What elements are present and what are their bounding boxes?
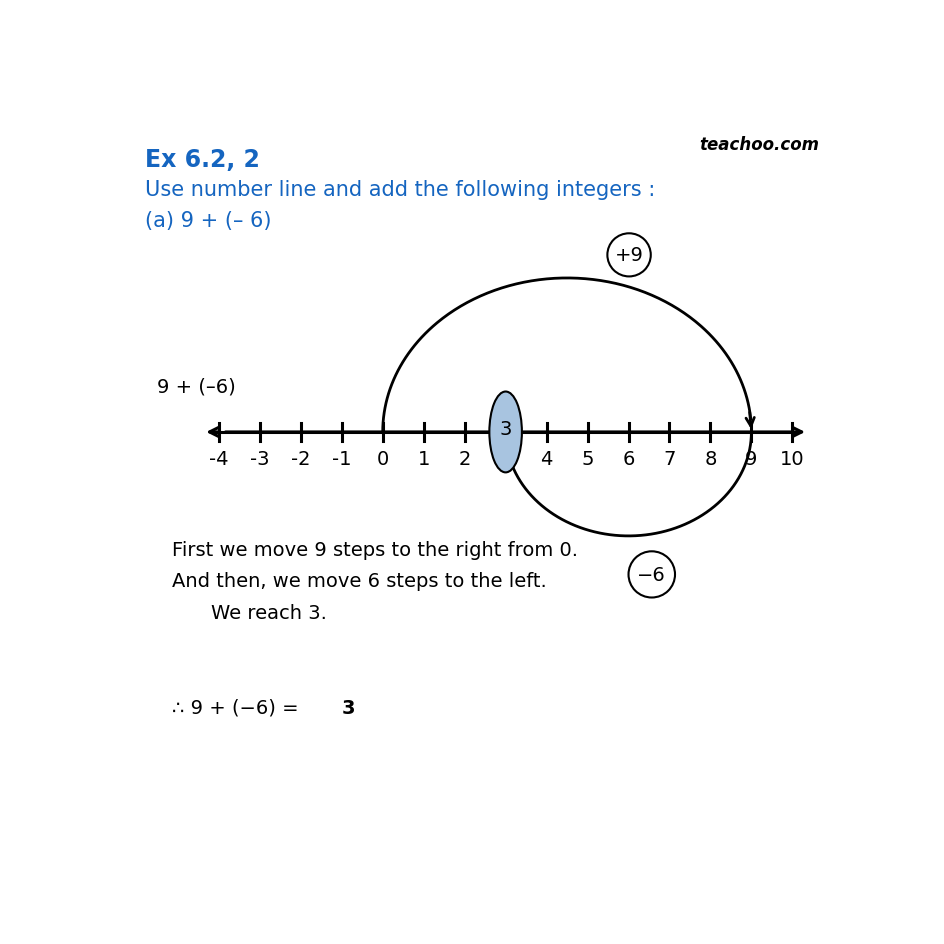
Text: 8: 8: [703, 449, 716, 468]
Text: -1: -1: [331, 449, 351, 468]
Text: +9: +9: [614, 246, 643, 265]
Text: 6: 6: [622, 449, 634, 468]
Text: First we move 9 steps to the right from 0.: First we move 9 steps to the right from …: [172, 540, 578, 559]
Text: 1: 1: [417, 449, 430, 468]
Ellipse shape: [489, 392, 521, 473]
Text: 9 + (–6): 9 + (–6): [157, 377, 235, 396]
Text: Use number line and add the following integers :: Use number line and add the following in…: [145, 180, 655, 200]
Text: 3: 3: [341, 698, 354, 716]
Text: teachoo.com: teachoo.com: [699, 136, 818, 154]
Text: (a) 9 + (– 6): (a) 9 + (– 6): [145, 211, 272, 231]
Text: And then, we move 6 steps to the left.: And then, we move 6 steps to the left.: [172, 571, 547, 590]
Text: -2: -2: [291, 449, 311, 468]
Text: 7: 7: [663, 449, 675, 468]
Text: -3: -3: [250, 449, 269, 468]
Text: ∴ 9 + (−6) =: ∴ 9 + (−6) =: [172, 698, 305, 716]
Text: -4: -4: [209, 449, 228, 468]
Text: −6: −6: [636, 565, 666, 584]
Text: 10: 10: [779, 449, 804, 468]
Text: 0: 0: [377, 449, 388, 468]
Text: 9: 9: [745, 449, 757, 468]
Text: We reach 3.: We reach 3.: [211, 603, 327, 622]
Text: 4: 4: [540, 449, 552, 468]
Text: 5: 5: [581, 449, 593, 468]
Text: Ex 6.2, 2: Ex 6.2, 2: [145, 148, 260, 172]
Text: 2: 2: [458, 449, 470, 468]
Text: 3: 3: [499, 419, 512, 438]
